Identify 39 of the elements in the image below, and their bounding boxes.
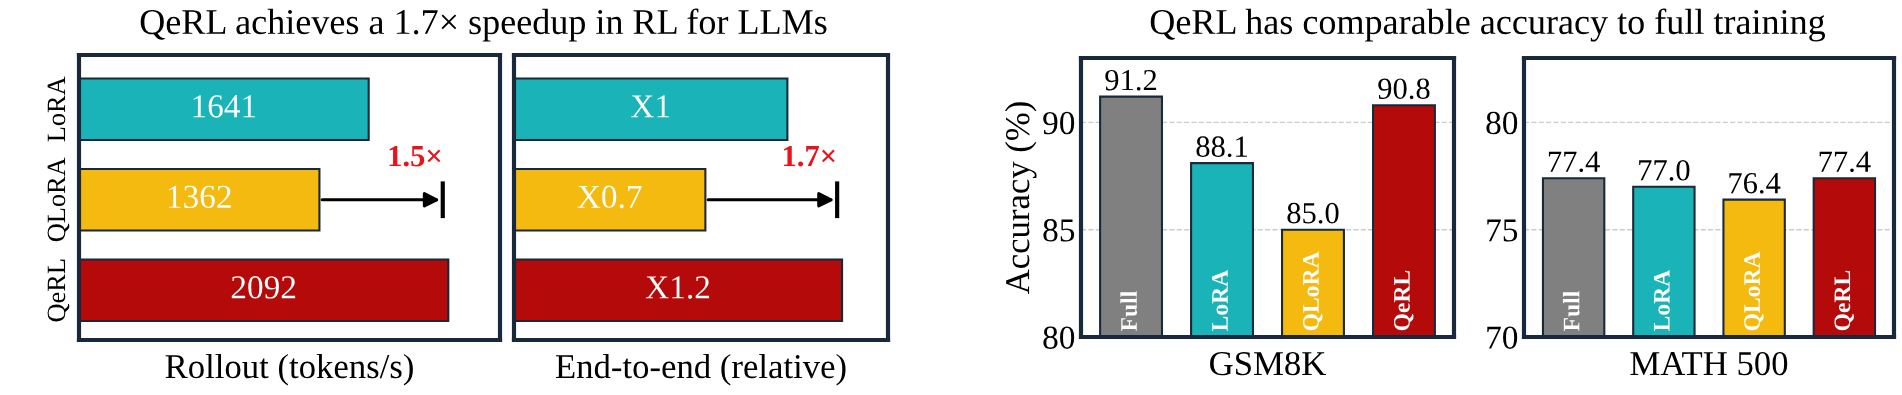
annotation: 1.5×: [389, 145, 441, 167]
x-tick-label: LoRA: [1212, 269, 1228, 332]
y-tick-label: 70: [1487, 326, 1518, 349]
chart-title: QeRL has comparable accuracy to full training: [1150, 8, 1826, 42]
data-label: 88.1: [1196, 136, 1247, 158]
x-tick-label: QLoRA: [1303, 251, 1323, 331]
annotation: 1.7×: [783, 145, 835, 167]
data-label: X0.7: [577, 185, 642, 209]
data-label: 1362: [168, 185, 231, 209]
x-tick-label: QLoRA: [1744, 251, 1764, 331]
data-label: 85.0: [1287, 202, 1339, 224]
y-axis-title: Accuracy (%): [1004, 102, 1037, 295]
x-axis-title: GSM8K: [1210, 351, 1326, 376]
data-label: 77.4: [1819, 151, 1871, 173]
y-tick-label: 80: [1043, 326, 1075, 349]
x-axis-title: End-to-end (relative): [555, 353, 846, 386]
x-tick-label: QeRL: [1394, 270, 1414, 331]
data-label: 77.0: [1639, 159, 1690, 181]
y-tick-label: 80: [1486, 111, 1518, 135]
y-tick-label: 90: [1043, 111, 1075, 135]
chart-title: QeRL achieves a 1.7× speedup in RL for LLMs: [140, 8, 827, 42]
x-tick-label: LoRA: [1653, 269, 1670, 332]
data-label: 76.4: [1729, 172, 1781, 194]
data-label: 2092: [231, 276, 296, 299]
data-label: 91.2: [1105, 69, 1157, 91]
data-label: 77.4: [1548, 151, 1600, 173]
x-axis-title: Rollout (tokens/s): [165, 353, 413, 386]
y-tick-label: LoRA: [47, 76, 66, 142]
y-tick-label: QLoRA: [47, 157, 70, 242]
x-tick-label: QeRL: [1834, 270, 1854, 331]
data-label: 1641: [193, 95, 256, 118]
y-tick-label: 85: [1043, 219, 1075, 242]
data-label: X1: [631, 95, 670, 118]
x-axis-title: MATH 500: [1630, 351, 1788, 376]
x-tick-label: Full: [1562, 291, 1580, 332]
data-label: X1.2: [645, 276, 710, 299]
data-label: 90.8: [1378, 78, 1430, 100]
y-tick-label: 75: [1487, 219, 1518, 242]
x-tick-label: Full: [1120, 291, 1137, 332]
